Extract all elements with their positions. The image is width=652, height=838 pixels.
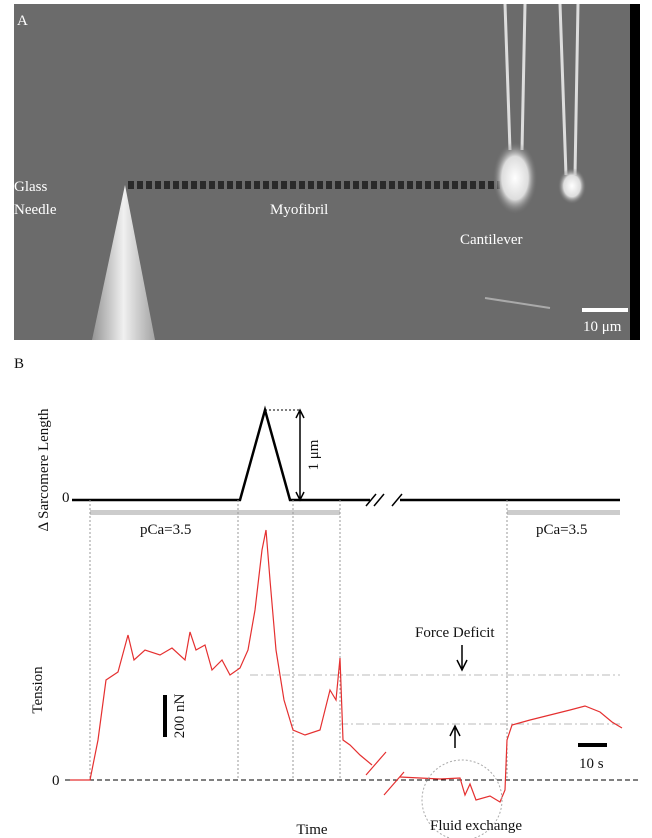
deficit-line bbox=[250, 674, 620, 725]
length-scale bbox=[295, 408, 305, 502]
probe-tip bbox=[558, 168, 586, 204]
annotation: Fluid exchange bbox=[430, 818, 522, 834]
cantilever-stem bbox=[503, 3, 580, 176]
panel-label: A bbox=[17, 13, 28, 29]
highlight bbox=[421, 759, 503, 838]
axis-label: Time bbox=[296, 822, 327, 838]
panel-label: B bbox=[14, 356, 24, 372]
scale-label: 200 nN bbox=[172, 694, 188, 739]
scale-label: 10 μm bbox=[583, 319, 622, 335]
annotation: Cantilever bbox=[460, 232, 522, 248]
length-trace bbox=[72, 405, 620, 502]
artifact bbox=[484, 297, 551, 309]
axis-label: Tension bbox=[30, 666, 46, 714]
annotation: Glass bbox=[14, 179, 47, 195]
needle bbox=[92, 185, 155, 340]
axis-break bbox=[365, 751, 405, 796]
scale-label: 10 s bbox=[579, 756, 604, 772]
pca-bar bbox=[507, 510, 620, 515]
zero-label: 0 bbox=[52, 773, 60, 789]
panel-a: A Glass Needle Myofibril Cantilever 10 μ… bbox=[14, 3, 640, 340]
pca-label: pCa=3.5 bbox=[536, 522, 587, 538]
deficit-arrow bbox=[449, 645, 468, 748]
pca-bar bbox=[90, 510, 340, 515]
panel-b: B Δ Sarcomere Length 0 1 μm pCa=3.5 pCa=… bbox=[14, 356, 640, 838]
scale-label: 1 μm bbox=[306, 439, 322, 470]
pca-label: pCa=3.5 bbox=[140, 522, 191, 538]
annotation: Force Deficit bbox=[415, 625, 495, 641]
image-edge bbox=[630, 4, 640, 340]
annotation: Needle bbox=[14, 202, 57, 218]
axis-label: Δ Sarcomere Length bbox=[36, 408, 52, 531]
tension-trace bbox=[399, 705, 623, 803]
event-line bbox=[89, 500, 508, 780]
axis-break bbox=[365, 493, 403, 507]
cantilever-tip bbox=[493, 142, 537, 214]
tension-trace bbox=[70, 529, 373, 781]
zero-label: 0 bbox=[62, 490, 70, 506]
annotation: Myofibril bbox=[270, 202, 328, 218]
